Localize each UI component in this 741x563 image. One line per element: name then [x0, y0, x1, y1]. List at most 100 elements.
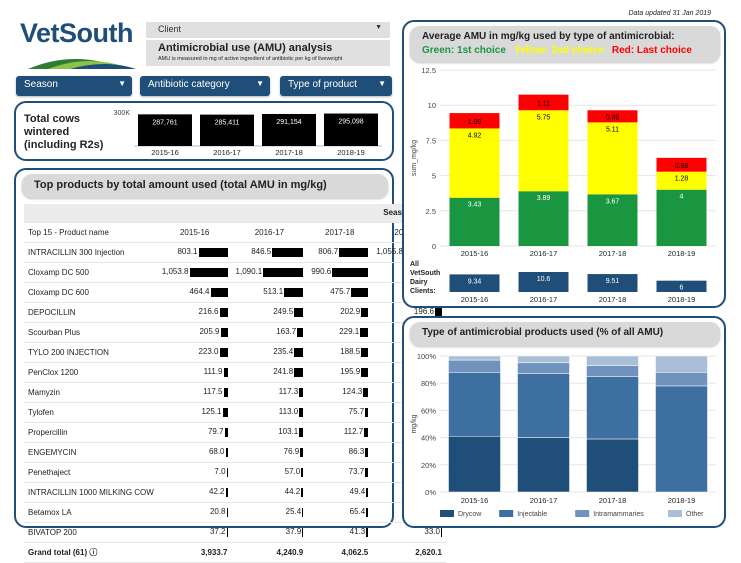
avg-data-label: 1.09 [468, 119, 482, 126]
types-x-tick-label: 2016-17 [530, 496, 558, 505]
product-value: 73.7 [307, 462, 373, 483]
product-name: PenClox 1200 [24, 362, 158, 383]
value-bar [351, 287, 369, 297]
types-bar-segment [586, 376, 639, 440]
types-bar-segment [448, 435, 501, 493]
value-bar [365, 447, 369, 457]
product-value-text: 1,090.1 [235, 267, 263, 277]
data-updated: Data updated 31 Jan 2019 [628, 10, 711, 17]
product-value: 125.1 [157, 402, 232, 423]
value-bar [284, 287, 304, 297]
value-bar [294, 347, 304, 357]
product-value: 112.7 [307, 422, 373, 443]
product-value: 1,053.8 [157, 262, 232, 283]
product-value: 65.4 [307, 502, 373, 523]
value-bar [189, 267, 228, 277]
value-bar [294, 307, 304, 317]
cows-bar [324, 113, 378, 146]
types-bar-segment [586, 355, 639, 366]
product-value: 205.9 [157, 322, 232, 343]
product-name: ENGEMYCIN [24, 442, 158, 463]
top-products-panel: Top products by total amount used (total… [14, 168, 446, 563]
value-bar [225, 447, 228, 457]
grand-total-value: 4,240.9 [231, 542, 308, 563]
types-bar-segment [517, 373, 570, 438]
product-value-text: 188.5 [340, 347, 361, 357]
types-bar-segment [517, 437, 570, 493]
page-subtitle: AMU is measured in mg of active ingredie… [158, 56, 343, 62]
product-value-text: 216.6 [198, 307, 219, 317]
product-name: BIVATOP 200 [24, 522, 158, 543]
avg-bar-segment [587, 122, 638, 195]
grand-total-value: 3,933.7 [157, 542, 232, 563]
season-header: 2016-17 [231, 222, 308, 243]
value-bar [222, 407, 228, 417]
product-value-text: 223.0 [198, 347, 219, 357]
value-bar [299, 387, 304, 397]
value-bar [301, 487, 304, 497]
value-bar [364, 427, 369, 437]
product-value-text: 125.1 [201, 407, 222, 417]
season-filter[interactable]: Season ▼ [16, 76, 132, 96]
grand-total-value: 2,620.1 [372, 542, 446, 563]
avg-y-tick-label: 0 [432, 242, 436, 251]
product-value: 20.8 [157, 502, 232, 523]
product-value: 7.0 [157, 462, 232, 483]
logo-text: VetSouth [20, 18, 134, 48]
types-bar-segment [586, 438, 639, 493]
types-y-tick-label: 0% [425, 488, 436, 497]
types-y-tick-label: 80% [421, 379, 436, 388]
all-clients-label: 9.34 [468, 278, 482, 285]
types-bar-segment [448, 359, 501, 373]
antibiotic-category-filter[interactable]: Antibiotic category ▼ [140, 76, 270, 96]
product-value: 249.5 [231, 302, 308, 323]
avg-bar-segment [518, 110, 569, 192]
total-cows-panel: Total cows wintered (including R2s) 300K 28… [14, 101, 394, 161]
product-value-text: 249.5 [273, 307, 294, 317]
value-bar [226, 467, 228, 477]
product-name: Penethaject [24, 462, 158, 483]
value-bar [299, 407, 304, 417]
avg-bar-segment [587, 110, 638, 123]
avg-data-label: 1.28 [675, 176, 689, 183]
product-name: Betamox LA [24, 502, 158, 523]
product-name: INTRACILLIN 300 Injection [24, 242, 158, 263]
avg-x-tick-label: 2015-16 [461, 249, 489, 258]
product-value-text: 513.1 [263, 287, 284, 297]
value-bar [219, 347, 228, 357]
product-name: Mamyzin [24, 382, 158, 403]
product-value-text: 196.6 [413, 307, 434, 317]
client-select[interactable]: Client ▼ [146, 22, 390, 38]
avg-data-label: 4.92 [468, 132, 482, 139]
types-bar-segment [517, 355, 570, 364]
types-legend-swatch [440, 510, 454, 517]
avg-title-box: Average AMU in mg/kg used by type of ant… [410, 26, 720, 62]
product-value: 41.3 [307, 522, 373, 543]
all-clients-tick-label: 2015-16 [461, 295, 489, 304]
product-value: 79.7 [157, 422, 232, 443]
avg-y-tick-label: 2.5 [426, 207, 436, 216]
types-x-tick-label: 2017-18 [599, 496, 627, 505]
product-value-text: 42.2 [208, 487, 225, 497]
types-bar-segment [655, 372, 708, 387]
value-bar [220, 327, 228, 337]
product-value-text: 112.7 [343, 427, 364, 437]
product-value-text: 464.4 [189, 287, 210, 297]
product-value: 111.9 [157, 362, 232, 383]
all-clients-label: 10.6 [537, 276, 551, 283]
product-value: 44.2 [231, 482, 308, 503]
cows-bar [262, 113, 316, 146]
avg-bar-segment [518, 191, 569, 246]
value-bar [361, 307, 369, 317]
grand-total-label: Grand total (61) ⓘ [24, 542, 158, 563]
type-of-product-filter[interactable]: Type of product ▼ [280, 76, 392, 96]
cows-bar-label: 285,411 [215, 120, 240, 127]
product-value: 68.0 [157, 442, 232, 463]
value-bar [332, 267, 369, 277]
avg-bar-segment [587, 194, 638, 246]
types-legend-label: Intramammaries [593, 511, 644, 518]
product-value-text: 65.4 [349, 507, 366, 517]
avg-title: Average AMU in mg/kg used by type of ant… [422, 31, 675, 42]
product-value-text: 205.9 [199, 327, 220, 337]
product-value: 216.6 [157, 302, 232, 323]
